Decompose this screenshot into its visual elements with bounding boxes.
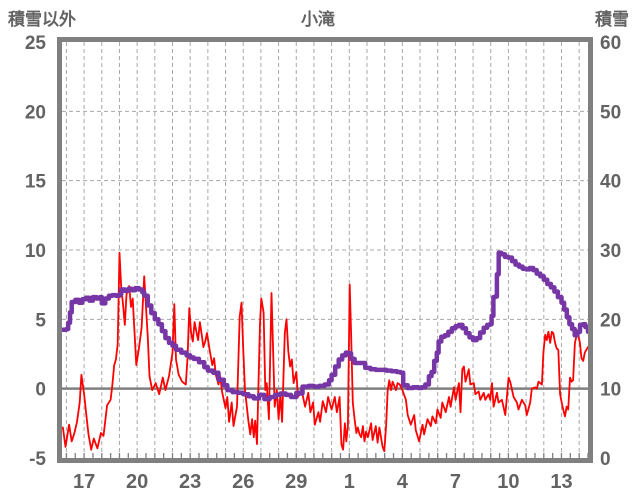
x-tick-label: 13	[550, 471, 572, 493]
x-tick-label: 4	[397, 471, 409, 493]
y-left-tick-label: 5	[35, 310, 46, 331]
x-tick-label: 23	[179, 471, 201, 493]
y-right-tick-label: 20	[600, 310, 621, 331]
x-tick-label: 17	[73, 471, 95, 493]
series-snow-depth	[60, 250, 591, 402]
x-tick-label: 10	[497, 471, 519, 493]
series-non-snow-temperature	[62, 251, 589, 452]
y-right-tick-label: 60	[600, 33, 621, 54]
y-left-tick-label: 10	[25, 241, 46, 262]
left-axis-title: 積雪以外	[8, 10, 76, 29]
x-tick-label: 20	[126, 471, 148, 493]
y-left-tick-label: 15	[25, 172, 47, 193]
y-right-tick-label: 30	[600, 241, 621, 262]
y-right-tick-label: 40	[600, 172, 621, 193]
y-left-tick-label: 0	[35, 380, 46, 401]
y-right-tick-label: 50	[600, 102, 621, 123]
right-axis-title: 積雪	[595, 10, 629, 29]
y-left-tick-label: -5	[29, 449, 46, 470]
chart-title: 小滝	[301, 10, 335, 29]
y-right-tick-label: 10	[600, 380, 621, 401]
plot-border	[57, 37, 593, 463]
x-tick-label: 29	[285, 471, 307, 493]
x-tick-label: 1	[344, 471, 355, 493]
y-left-tick-label: 25	[25, 33, 47, 54]
x-tick-label: 7	[450, 471, 461, 493]
x-tick-label: 26	[232, 471, 254, 493]
y-right-tick-label: 0	[600, 449, 611, 470]
y-left-tick-label: 20	[25, 102, 46, 123]
